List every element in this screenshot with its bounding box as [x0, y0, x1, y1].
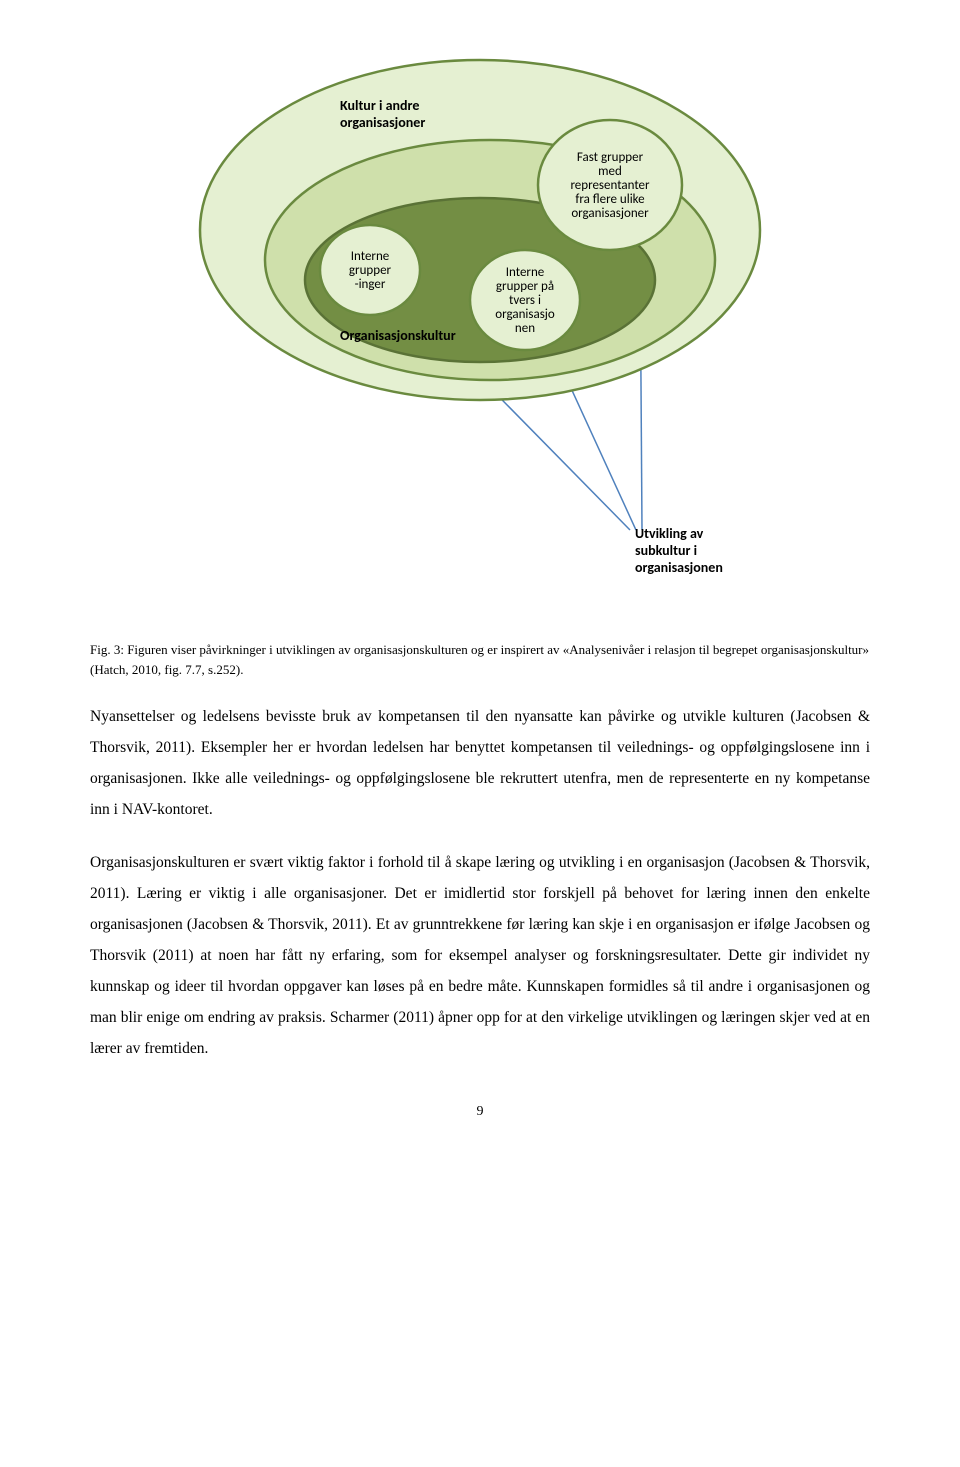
- nested-ellipse-diagram: Internegrupper-inger Internegrupper påtv…: [180, 20, 780, 620]
- label-organisasjonskultur: Organisasjonskultur: [340, 327, 456, 344]
- label-utvikling-subkultur: Utvikling avsubkultur iorganisasjonen: [635, 525, 723, 576]
- paragraph-2: Organisasjonskulturen er svært viktig fa…: [90, 847, 870, 1064]
- page-number: 9: [90, 1104, 870, 1120]
- bubble1-text: Internegrupper-inger: [349, 249, 392, 292]
- paragraph-1: Nyansettelser og ledelsens bevisste bruk…: [90, 701, 870, 825]
- diagram-container: Internegrupper-inger Internegrupper påtv…: [90, 20, 870, 620]
- bubble3-text: Fast gruppermedrepresentanterfra flere u…: [570, 150, 650, 221]
- figure-caption: Fig. 3: Figuren viser påvirkninger i utv…: [90, 640, 870, 679]
- label-kultur-andre: Kultur i andreorganisasjoner: [340, 97, 425, 131]
